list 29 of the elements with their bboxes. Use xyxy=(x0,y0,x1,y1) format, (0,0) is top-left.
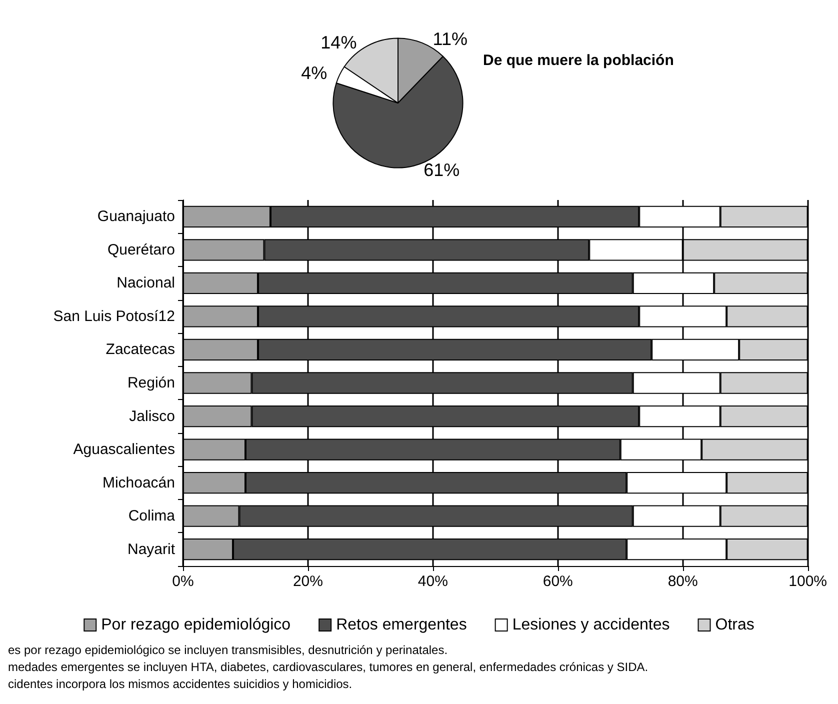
y-tick-label: Guanajuato xyxy=(97,208,175,226)
y-tick-label: San Luis Potosí12 xyxy=(53,308,175,325)
y-tick-label: Zacatecas xyxy=(106,341,175,358)
data-label: 11% xyxy=(432,29,468,50)
y-tick-label: Michoacán xyxy=(102,474,175,492)
legend-label: Lesiones y accidentes xyxy=(512,616,670,634)
legend-label: Por rezago epidemiológico xyxy=(101,616,291,634)
y-tick-label: Nacional xyxy=(116,274,175,292)
y-tick-label: Nayarit xyxy=(127,540,176,558)
text: De que muere la población xyxy=(483,52,674,69)
legend-label: Retos emergentes xyxy=(336,616,467,634)
data-label: 14% xyxy=(320,32,357,52)
legend-label: Otras xyxy=(715,616,754,634)
y-tick-label: Aguascalientes xyxy=(73,441,175,458)
y-tick-label: Jalisco xyxy=(129,408,175,425)
x-tick-label: 80% xyxy=(668,573,698,590)
text: es por rezago epidemiológico se incluyen transmisibles, desnutrición y perinatales. xyxy=(8,643,448,657)
x-tick-label: 40% xyxy=(418,573,448,590)
text: cidentes incorpora los mismos accidentes suicidios y homicidios. xyxy=(8,677,352,691)
y-tick-label: Región xyxy=(127,374,175,392)
x-tick-label: 20% xyxy=(292,573,323,590)
y-tick-label: Colima xyxy=(128,508,176,525)
x-tick-label: 60% xyxy=(542,573,573,590)
data-label: 61% xyxy=(424,160,460,180)
text: medades emergentes se incluyen HTA, diabetes, cardiovasculares, tumores en general, enfermedades crónicas y SIDA. xyxy=(8,660,648,674)
y-tick-label: Querétaro xyxy=(107,241,175,258)
data-label: 4% xyxy=(301,62,328,83)
x-tick-label: 100% xyxy=(788,573,828,590)
x-tick-label: 0% xyxy=(172,573,194,590)
